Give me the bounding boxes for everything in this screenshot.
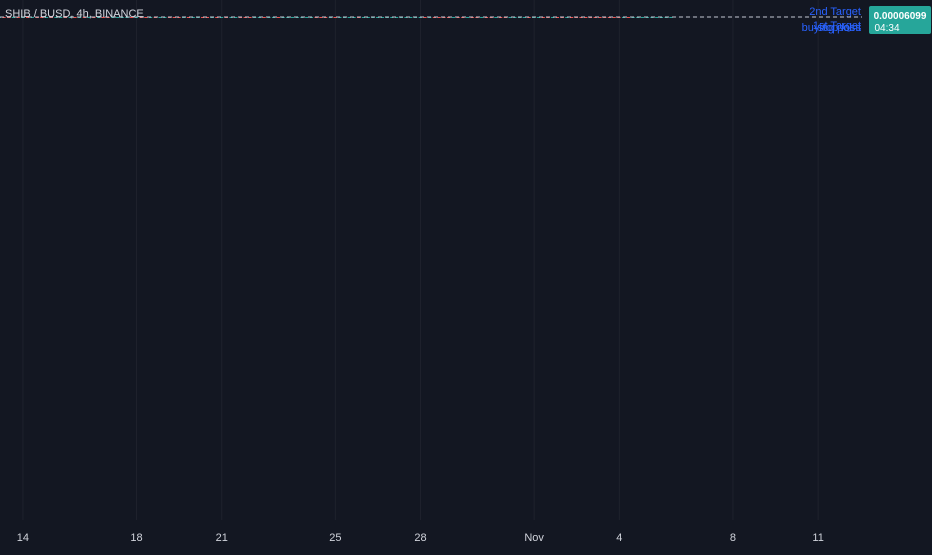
candle-body xyxy=(11,17,16,18)
candle-body xyxy=(669,17,673,18)
candle-body xyxy=(541,17,545,18)
candle-body xyxy=(555,17,560,18)
x-tick-label: Nov xyxy=(524,532,544,544)
candle-body xyxy=(177,17,181,18)
candle-body xyxy=(248,17,252,18)
candle-body xyxy=(390,17,394,18)
candle-body xyxy=(376,17,380,18)
candle-body xyxy=(305,17,309,18)
candle-body xyxy=(508,17,512,18)
x-tick-label: 8 xyxy=(730,532,736,544)
candle-body xyxy=(366,17,370,18)
x-tick-label: 25 xyxy=(329,532,341,544)
candle-body xyxy=(352,17,356,18)
x-tick-label: 28 xyxy=(414,532,426,544)
candle-body xyxy=(16,17,20,18)
candle-body xyxy=(551,17,555,18)
candle-body xyxy=(73,17,77,18)
candle-body xyxy=(598,17,602,18)
candle-body xyxy=(465,17,470,18)
candle-body xyxy=(186,17,191,18)
candle-body xyxy=(30,17,34,18)
candle-body xyxy=(569,17,574,18)
candle-body xyxy=(451,17,455,18)
candle-body xyxy=(101,17,105,18)
level-label: buying point xyxy=(802,22,861,34)
candle-body xyxy=(361,17,366,18)
candle-body xyxy=(158,17,162,18)
candle-body xyxy=(584,17,588,18)
candle-body xyxy=(26,17,30,18)
candle-body xyxy=(290,17,295,18)
candle-body xyxy=(87,17,91,18)
candle-body xyxy=(347,17,351,18)
candle-body xyxy=(494,17,498,18)
candle-body xyxy=(612,17,616,18)
candle-body xyxy=(380,17,384,18)
candle-body xyxy=(626,17,630,18)
x-tick-label: 21 xyxy=(216,532,228,544)
candle-body xyxy=(215,17,219,18)
symbol-title: SHIB / BUSD, 4h, BINANCE xyxy=(5,8,144,20)
candle-body xyxy=(527,17,531,18)
candle-body xyxy=(480,17,484,18)
candle-body xyxy=(191,17,195,18)
level-label: 1st Target xyxy=(813,20,861,32)
x-tick-label: 4 xyxy=(616,532,622,544)
candle-body xyxy=(655,17,659,18)
candle-body xyxy=(409,17,413,18)
candle-body xyxy=(205,17,209,18)
candle-body xyxy=(319,17,323,18)
candle-body xyxy=(201,17,205,18)
level-label: stop loss xyxy=(818,22,862,34)
candle-body xyxy=(219,17,224,18)
x-tick-label: 14 xyxy=(17,532,29,544)
candle-body xyxy=(565,17,569,18)
countdown-label: 04:34 xyxy=(874,23,899,34)
x-tick-label: 18 xyxy=(130,532,142,544)
candle-body xyxy=(640,17,645,18)
candle-body xyxy=(276,17,280,18)
last-price-box xyxy=(869,6,931,34)
candle-body xyxy=(40,17,44,18)
candle-body xyxy=(394,17,399,18)
candle-body xyxy=(262,17,266,18)
last-price-label: 0.00006099 xyxy=(874,11,927,22)
candle-body xyxy=(522,17,526,18)
candle-body xyxy=(115,17,120,18)
candle-body xyxy=(536,17,541,18)
candle-body xyxy=(234,17,238,18)
candle-body xyxy=(333,17,337,18)
x-tick-label: 11 xyxy=(812,532,823,544)
candle-body xyxy=(59,17,63,18)
candle-body xyxy=(44,17,49,18)
candle-body xyxy=(437,17,441,18)
candle-body xyxy=(172,17,176,18)
candle-body xyxy=(423,17,427,18)
level-label: 2nd Target xyxy=(809,6,861,18)
candle-body xyxy=(130,17,134,18)
candle-body xyxy=(144,17,148,18)
